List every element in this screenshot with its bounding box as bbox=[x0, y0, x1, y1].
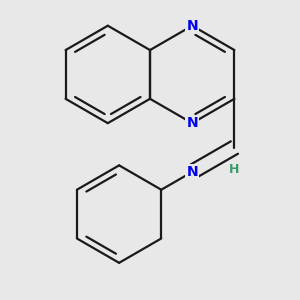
Text: N: N bbox=[186, 165, 198, 179]
Text: H: H bbox=[229, 163, 240, 176]
Text: N: N bbox=[186, 116, 198, 130]
Text: N: N bbox=[186, 19, 198, 33]
